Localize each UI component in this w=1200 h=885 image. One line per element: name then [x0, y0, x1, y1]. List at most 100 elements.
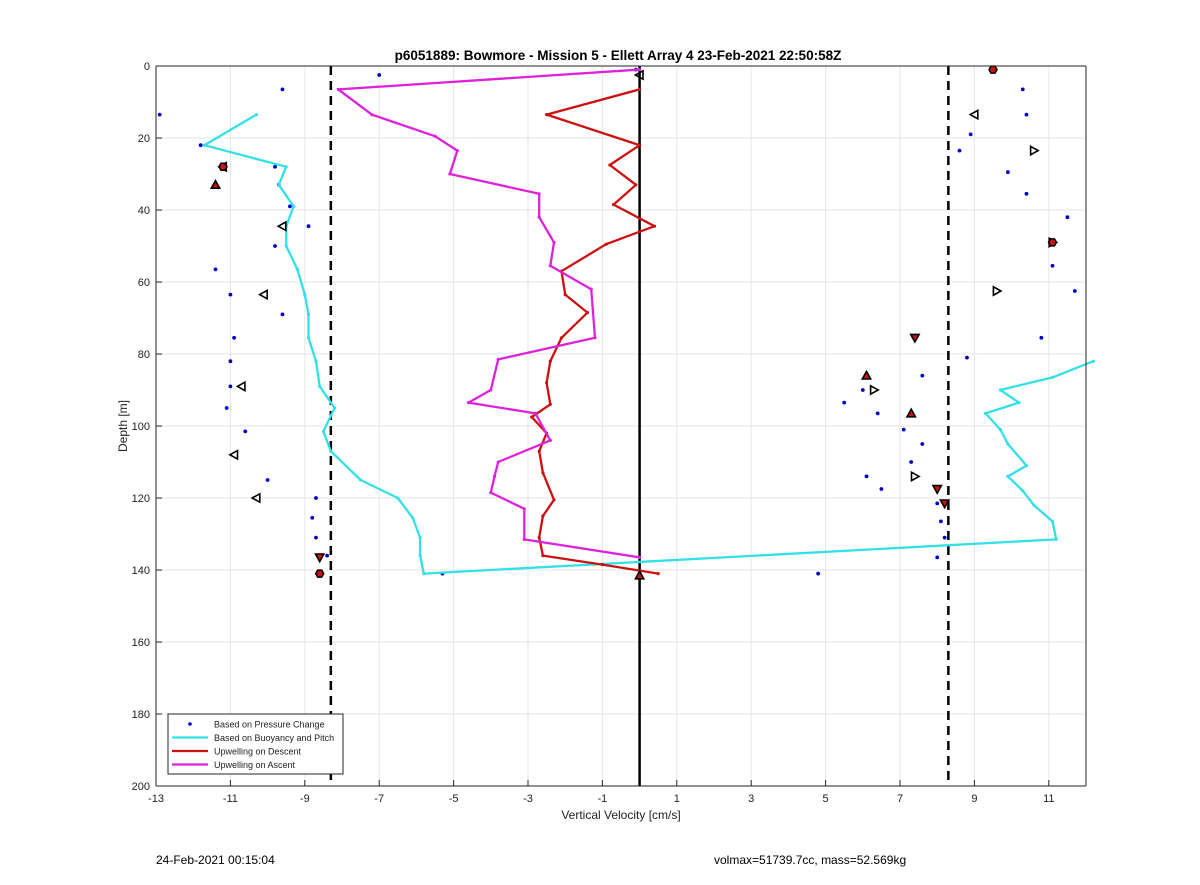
pressure-point [314, 535, 318, 540]
pressure-point [377, 73, 382, 77]
triangle-down-marker [931, 484, 943, 495]
triangle-right-marker [992, 285, 1003, 297]
triangle-left-marker [258, 289, 269, 301]
series-point [448, 172, 452, 176]
x-tick-label: 9 [971, 793, 977, 805]
triangle-up-marker [905, 407, 917, 418]
x-tick-label: 5 [823, 793, 829, 805]
x-tick-label: -9 [300, 793, 310, 805]
series-point [254, 113, 259, 117]
pressure-point [228, 359, 233, 364]
pressure-point [939, 519, 943, 524]
pressure-point [314, 496, 318, 500]
pressure-point [310, 515, 315, 520]
x-tick-label: -7 [374, 793, 384, 805]
pressure-point [1020, 87, 1025, 92]
series-point [277, 183, 281, 187]
series-point [1091, 359, 1096, 363]
series-point [548, 359, 552, 363]
x-axis-label: Vertical Velocity [cm/s] [561, 808, 680, 822]
triangle-up-marker [860, 369, 873, 380]
pressure-point [842, 400, 847, 405]
x-tick-label: -3 [523, 793, 533, 805]
hexagon-marker [988, 65, 998, 74]
series-point [418, 536, 422, 540]
series-point [303, 293, 307, 297]
series-point [983, 411, 988, 415]
pressure-point [243, 429, 248, 434]
series-point [563, 293, 567, 297]
series-point [545, 113, 549, 117]
series-point [329, 449, 333, 453]
pressure-point [228, 292, 233, 297]
series-point [541, 554, 545, 558]
pressure-point [273, 164, 277, 169]
series-point [396, 496, 400, 500]
triangle-up-marker [209, 178, 222, 189]
series-point [638, 143, 642, 147]
pressure-point [224, 406, 229, 410]
pressure-point [280, 87, 285, 92]
series-point [589, 287, 593, 291]
pressure-point [965, 355, 969, 360]
triangle-left-marker [250, 492, 261, 504]
triangle-up-marker [634, 569, 646, 580]
x-tick-label: -1 [598, 793, 608, 805]
series-point [559, 336, 564, 340]
series-point [370, 113, 374, 117]
series-point [466, 401, 471, 405]
series-point [998, 428, 1003, 432]
series-point [541, 514, 545, 518]
x-tick-label: -5 [449, 793, 459, 805]
legend-label: Based on Pressure Change [214, 720, 325, 730]
series-point [336, 87, 340, 91]
pressure-point [288, 204, 292, 209]
series-point [537, 192, 541, 196]
series-point [295, 267, 299, 271]
pressure-point [816, 571, 821, 576]
series-point [1050, 519, 1055, 524]
series-point [1054, 537, 1058, 542]
triangle-right-marker [869, 384, 880, 396]
pressure-point [879, 487, 884, 491]
series-point [332, 406, 337, 410]
pressure-point [935, 501, 940, 506]
pressure-point [306, 224, 311, 229]
y-tick-label: 180 [132, 709, 150, 721]
pressure-point [1005, 170, 1010, 175]
pressure-point [920, 373, 925, 378]
hexagon-marker [314, 569, 325, 578]
pressure-point [920, 442, 925, 446]
series-point [492, 474, 497, 478]
series-point [321, 429, 325, 433]
series-point [418, 554, 422, 558]
pressure-point [1024, 191, 1029, 196]
y-tick-label: 140 [132, 565, 150, 577]
triangle-right-marker [910, 470, 921, 482]
pressure-point [957, 148, 962, 153]
series-point [433, 134, 437, 138]
triangle-down-marker [314, 553, 326, 564]
series-point [608, 163, 612, 167]
series-point [600, 563, 605, 567]
series-point [530, 415, 534, 419]
axes: -13 -11 -9 -7 -5 -3 -1 1 3 5 7 9 1102040608010012014… [132, 61, 1087, 805]
pressure-point [232, 335, 237, 340]
x-tick-label: 11 [1043, 793, 1054, 805]
legend-label: Upwelling on Ascent [214, 760, 296, 770]
series-point [455, 149, 459, 153]
pressure-point [265, 478, 270, 482]
pressure-point [909, 460, 914, 464]
series-point [284, 165, 288, 169]
series-point [537, 215, 541, 219]
grid-lines [155, 65, 1086, 787]
series-point [202, 143, 206, 147]
series-point [593, 336, 597, 340]
legend-label: Upwelling on Descent [214, 747, 302, 757]
series-point [318, 384, 322, 388]
y-tick-label: 200 [132, 781, 150, 793]
series-point [489, 388, 493, 392]
series-point [1032, 503, 1036, 507]
y-tick-label: 0 [144, 61, 150, 73]
